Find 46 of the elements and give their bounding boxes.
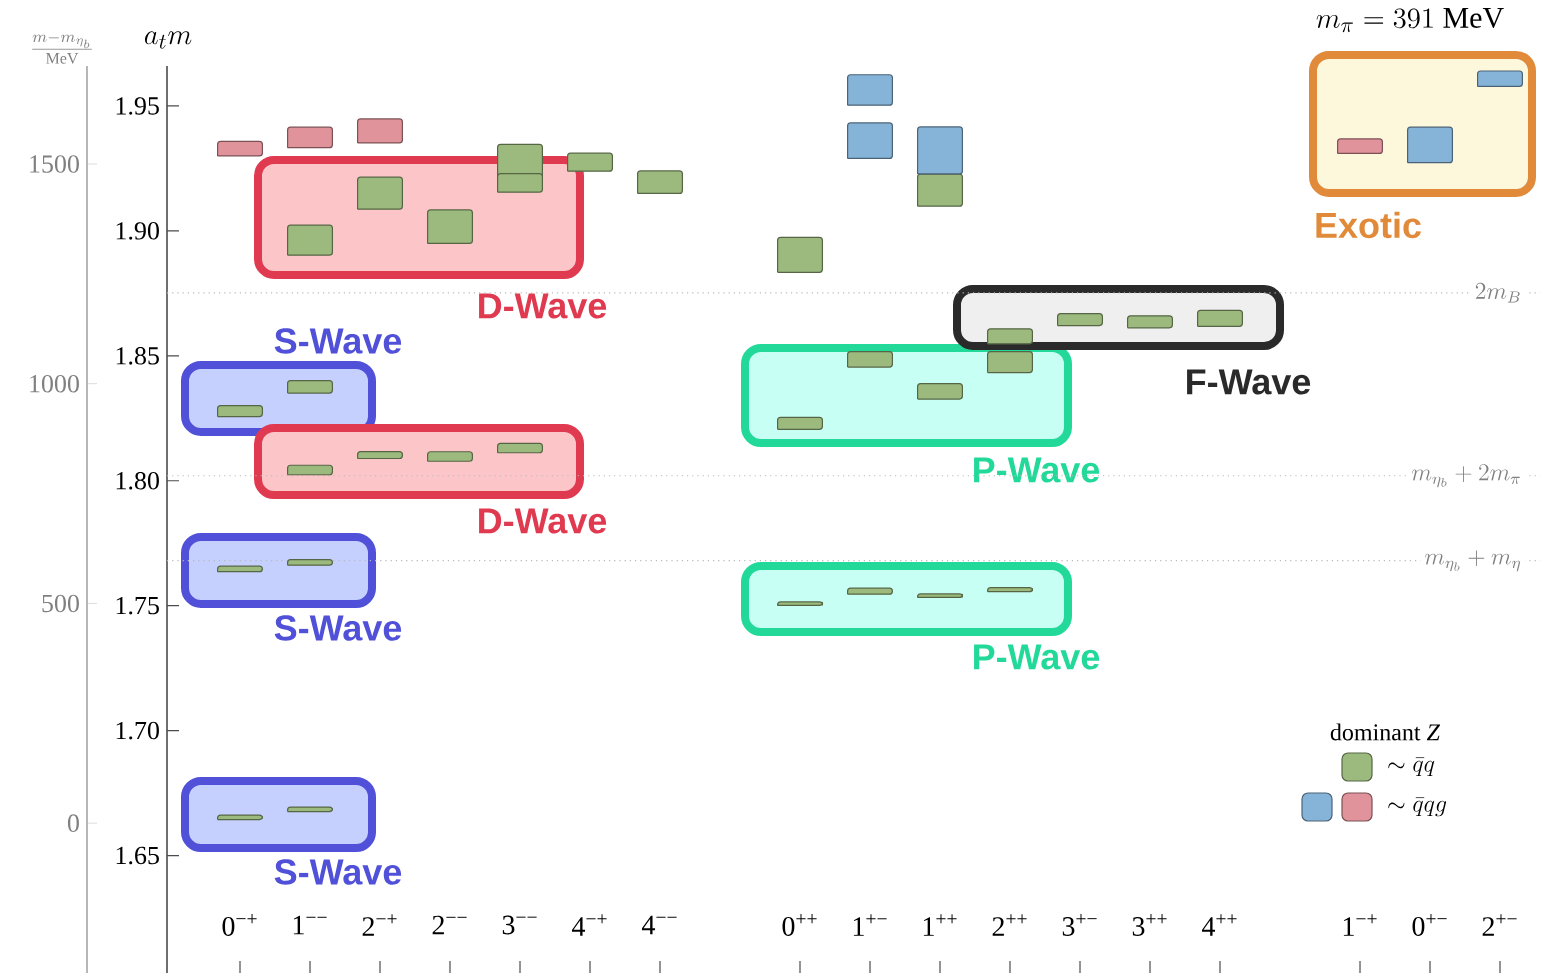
annotation: D-Wave: [479, 293, 607, 319]
x-tick-label: 1$^{++}$: [923, 914, 957, 936]
y-tick-label: 1.90: [116, 222, 159, 240]
y-tick-label: 1.70: [116, 721, 159, 740]
y-tick-label: 1.65: [116, 846, 159, 865]
x-tick-label: 4$^{++}$: [1201, 914, 1237, 936]
y2-tick-label: 1500: [30, 155, 79, 173]
y2-tick-label: 0: [67, 814, 79, 832]
annotation: Exotic: [1316, 211, 1421, 239]
x-tick-label: 2$^{−−}$: [432, 915, 467, 935]
x-tick-label: 0$^{++}$: [782, 914, 817, 936]
y2-tick-label: 500: [42, 594, 79, 613]
annotation: F-Wave: [1187, 369, 1311, 395]
legend-label: $\sim \bar{q}qg$: [1388, 797, 1447, 817]
annotation: P-Wave: [974, 644, 1100, 670]
ref-line-label: $2m_B$: [1475, 282, 1520, 303]
y-tick-label: 1.75: [116, 596, 159, 615]
annotation: S-Wave: [274, 328, 402, 354]
x-tick-label: 0$^{+−}$: [1412, 914, 1447, 936]
y2-tick-label: 1000: [30, 374, 79, 393]
y-axis-title: $a_t m$: [144, 31, 192, 49]
y-tick-label: 1.95: [116, 97, 159, 115]
x-tick-label: 1$^{−+}$: [1343, 914, 1377, 936]
annotation: D-Wave: [479, 508, 607, 534]
ref-line-label: $m_{\eta_b} + m_\eta$: [1425, 550, 1520, 572]
x-tick-label: 3$^{++}$: [1132, 914, 1167, 936]
y-tick-label: 1.85: [116, 347, 159, 365]
annotation: S-Wave: [274, 859, 402, 885]
ref-line-label: $m_{\eta_b} + 2m_\pi$: [1412, 464, 1520, 488]
x-tick-label: 3$^{−−}$: [502, 915, 537, 935]
x-tick-label: 2$^{+−}$: [1482, 914, 1517, 936]
x-tick-label: 2$^{++}$: [992, 914, 1027, 936]
y-tick-label: 1.80: [116, 471, 159, 490]
y2-axis-title: $\frac{m - m_{\eta_b}}{\mathrm{MeV}}$: [32, 34, 92, 64]
x-tick-label: 2$^{−+}$: [362, 914, 397, 936]
annotation: P-Wave: [974, 457, 1100, 483]
x-tick-label: 3$^{+−}$: [1062, 914, 1097, 936]
legend-title: dominant Z: [1330, 723, 1441, 741]
x-tick-label: 4$^{−−}$: [641, 915, 677, 935]
annotation: S-Wave: [274, 615, 402, 641]
x-tick-label: 0$^{−+}$: [222, 914, 257, 936]
x-tick-label: 1$^{+−}$: [853, 914, 887, 936]
text: $m_\pi = 391\ \mathrm{MeV}$: [1316, 8, 1504, 33]
x-tick-label: 1$^{−−}$: [293, 915, 327, 935]
legend-label: $\sim \bar{q}q$: [1388, 757, 1435, 777]
x-tick-label: 4$^{−+}$: [571, 914, 607, 936]
